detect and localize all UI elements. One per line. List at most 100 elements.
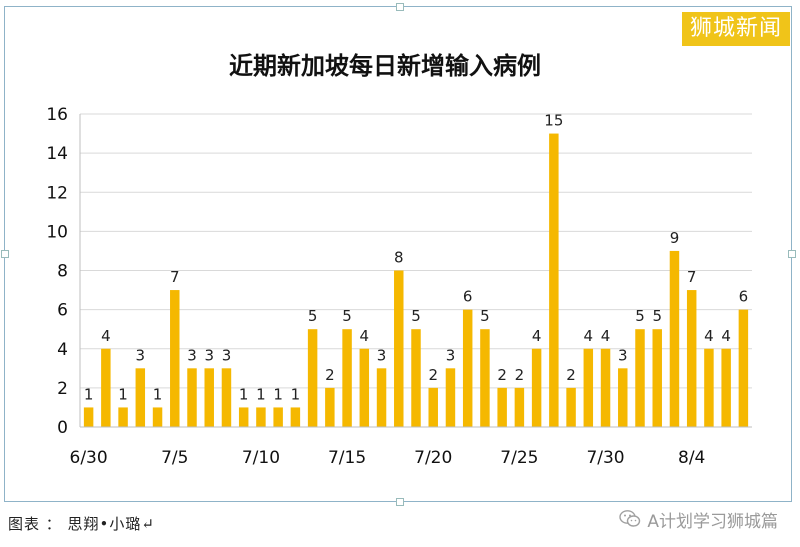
data-label: 4	[360, 327, 370, 345]
data-label: 2	[566, 366, 576, 384]
x-tick-label: 7/10	[242, 448, 280, 468]
x-tick-label: 7/15	[328, 448, 366, 468]
bar	[600, 348, 611, 427]
bar	[170, 290, 180, 427]
data-label: 2	[515, 366, 525, 384]
bar	[221, 368, 232, 427]
bar	[686, 290, 697, 427]
y-tick-label: 10	[46, 222, 68, 242]
y-tick-label: 6	[57, 301, 68, 321]
data-label: 1	[84, 385, 94, 403]
y-tick-label: 14	[46, 144, 68, 164]
data-label: 5	[652, 307, 662, 325]
data-label: 4	[704, 327, 714, 345]
bar	[135, 368, 146, 427]
x-tick-label: 7/25	[500, 448, 538, 468]
data-label: 4	[601, 327, 611, 345]
bar	[480, 329, 490, 427]
data-label: 4	[101, 327, 111, 345]
bar	[273, 407, 283, 427]
source-name: A计划学习狮城篇	[647, 511, 778, 532]
data-label: 1	[273, 385, 283, 403]
bar	[83, 407, 94, 427]
data-label: 3	[446, 346, 456, 364]
data-label: 9	[670, 229, 680, 247]
data-label: 6	[739, 288, 749, 306]
bar	[445, 368, 456, 427]
x-tick-label: 7/5	[161, 448, 188, 468]
data-label: 6	[463, 288, 473, 306]
data-label: 2	[428, 366, 438, 384]
chart-title: 近期新加坡每日新增输入病例	[229, 52, 541, 80]
bar	[514, 387, 525, 427]
wechat-icon	[619, 510, 641, 527]
x-tick-label: 6/30	[70, 448, 108, 468]
data-label: 7	[170, 268, 180, 286]
bar	[411, 329, 421, 427]
data-label: 4	[721, 327, 731, 345]
y-tick-label: 12	[46, 183, 68, 203]
data-label: 1	[118, 385, 128, 403]
x-tick-label: 7/30	[586, 448, 624, 468]
y-tick-label: 4	[57, 340, 68, 360]
y-tick-label: 0	[57, 418, 68, 438]
data-label: 2	[497, 366, 507, 384]
data-label: 5	[342, 307, 352, 325]
bar	[290, 407, 301, 427]
data-label: 1	[256, 385, 266, 403]
bar	[618, 368, 628, 427]
data-label: 4	[584, 327, 594, 345]
bar	[721, 348, 731, 427]
bar	[428, 387, 438, 427]
data-label: 5	[308, 307, 318, 325]
data-label: 15	[544, 112, 563, 130]
bar	[152, 407, 163, 427]
bar	[187, 368, 197, 427]
resize-handle-right[interactable]	[788, 250, 796, 258]
x-tick-label: 7/20	[414, 448, 452, 468]
bar	[531, 348, 542, 427]
x-tick-label: 8/4	[678, 448, 705, 468]
bar	[342, 329, 352, 427]
source-credit: A计划学习狮城篇	[619, 508, 778, 532]
data-label: 3	[222, 346, 232, 364]
data-label: 5	[480, 307, 490, 325]
bar	[325, 387, 335, 427]
resize-handle-left[interactable]	[1, 250, 9, 258]
data-label: 1	[239, 385, 249, 403]
data-label: 3	[136, 346, 146, 364]
y-tick-label: 2	[57, 379, 68, 399]
bar	[635, 329, 645, 427]
y-tick-label: 8	[57, 262, 68, 282]
data-label: 8	[394, 249, 404, 267]
bar	[376, 368, 387, 427]
data-label: 5	[411, 307, 421, 325]
bar	[738, 309, 749, 427]
bar	[566, 387, 576, 427]
bar	[497, 387, 507, 427]
bar	[256, 407, 266, 427]
x-axis: 6/30 7/5 7/10 7/15 7/20 7/25 7/30 8/4	[70, 426, 752, 468]
data-label: 7	[687, 268, 697, 286]
data-label: 2	[325, 366, 335, 384]
brand-badge: 狮城新闻	[681, 12, 790, 46]
bar	[204, 368, 214, 427]
bar	[549, 133, 559, 427]
data-label: 1	[153, 385, 163, 403]
data-label: 1	[291, 385, 301, 403]
bar	[652, 329, 662, 427]
bar	[359, 348, 370, 427]
chart-caption: 图表 ： 思翔•小璐↵	[8, 515, 155, 533]
resize-handle-top[interactable]	[396, 3, 404, 11]
bar	[394, 270, 404, 427]
y-axis: 0 2 4 6 8 10 12 14 16	[46, 105, 81, 438]
y-tick-label: 16	[46, 105, 68, 125]
resize-handle-bottom[interactable]	[396, 498, 404, 506]
data-label: 3	[377, 346, 387, 364]
bar	[704, 348, 714, 427]
bar	[118, 407, 128, 427]
data-label: 3	[204, 346, 214, 364]
bar	[583, 348, 594, 427]
bars	[83, 133, 749, 427]
